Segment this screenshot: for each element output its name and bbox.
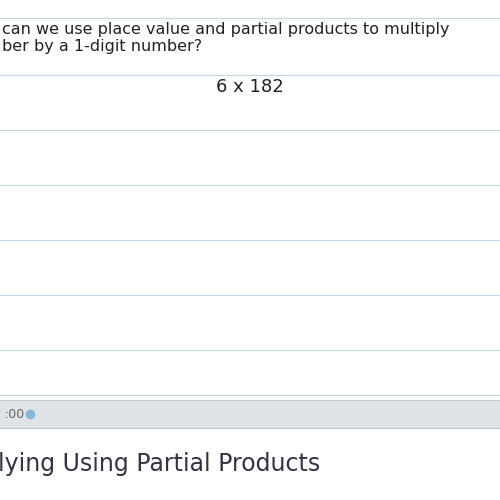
Text: can we use place value and partial products to multiply
ber by a 1-digit number?: can we use place value and partial produ… <box>2 22 450 54</box>
Text: lying Using Partial Products: lying Using Partial Products <box>0 452 320 476</box>
Bar <box>0 400 500 428</box>
Text: :00: :00 <box>4 408 24 420</box>
Text: 6 x 182: 6 x 182 <box>216 78 284 96</box>
Bar <box>0 428 500 500</box>
